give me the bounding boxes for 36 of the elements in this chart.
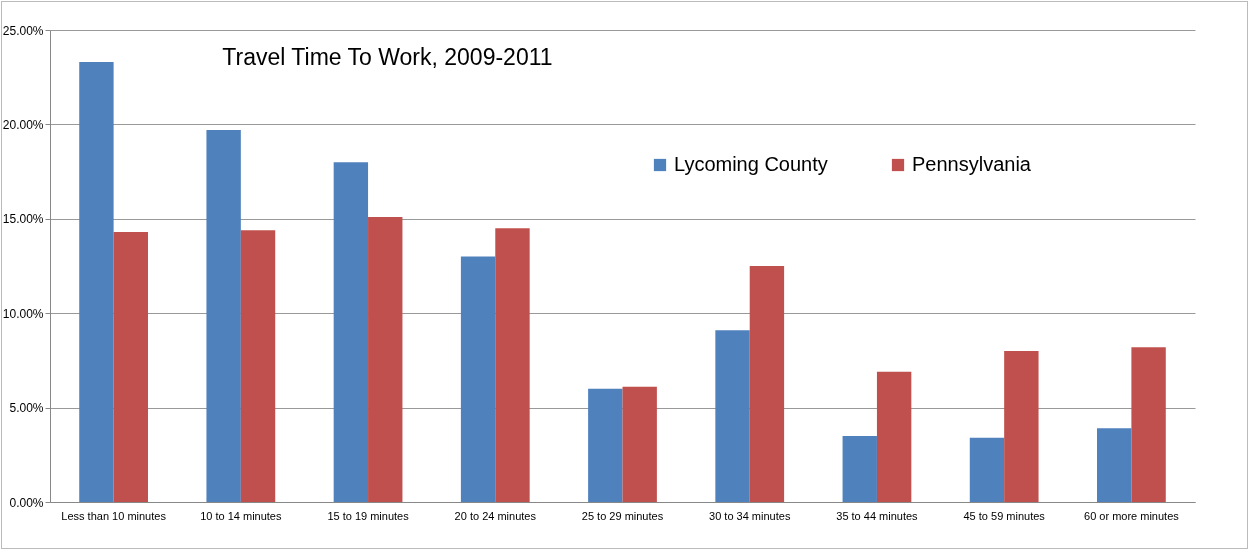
y-tick-label: 5.00% <box>9 401 44 416</box>
bar <box>622 386 657 502</box>
x-tick-label: 20 to 24 minutes <box>454 509 537 522</box>
x-tick-label: 45 to 59 minutes <box>963 509 1046 522</box>
bar <box>1131 347 1166 502</box>
bar <box>969 437 1005 502</box>
y-tick-label: 10.00% <box>2 306 44 321</box>
bar <box>460 256 496 502</box>
x-tick-label: Less than 10 minutes <box>61 509 167 522</box>
bar <box>79 62 114 502</box>
bar <box>240 230 276 502</box>
bar <box>113 232 148 502</box>
bar <box>876 371 912 502</box>
bar <box>206 130 241 502</box>
bar <box>842 435 877 502</box>
bar <box>1097 428 1132 502</box>
x-tick-label: 30 to 34 minutes <box>709 509 791 522</box>
y-tick-label: 15.00% <box>2 212 44 227</box>
x-tick-label: 35 to 44 minutes <box>836 509 919 522</box>
y-tick-label: 20.00% <box>2 117 44 132</box>
bar <box>588 388 623 502</box>
text: Travel Time To Work, 2009-2011 <box>222 44 553 70</box>
bar <box>715 330 750 502</box>
bar <box>333 162 369 502</box>
bar <box>749 266 785 502</box>
legend-label: Lycoming County <box>674 153 828 175</box>
x-tick-label: 25 to 29 minutes <box>581 509 664 522</box>
bar <box>495 228 530 502</box>
bar <box>368 216 403 502</box>
x-tick-label: 10 to 14 minutes <box>200 509 282 522</box>
y-tick-label: 0.00% <box>9 495 44 510</box>
bar <box>1004 350 1039 502</box>
y-tick-label: 25.00% <box>2 23 44 38</box>
x-tick-label: 15 to 19 minutes <box>327 509 410 522</box>
x-tick-label: 60 or more minutes <box>1084 509 1180 522</box>
legend-label: Pennsylvania <box>912 153 1032 175</box>
